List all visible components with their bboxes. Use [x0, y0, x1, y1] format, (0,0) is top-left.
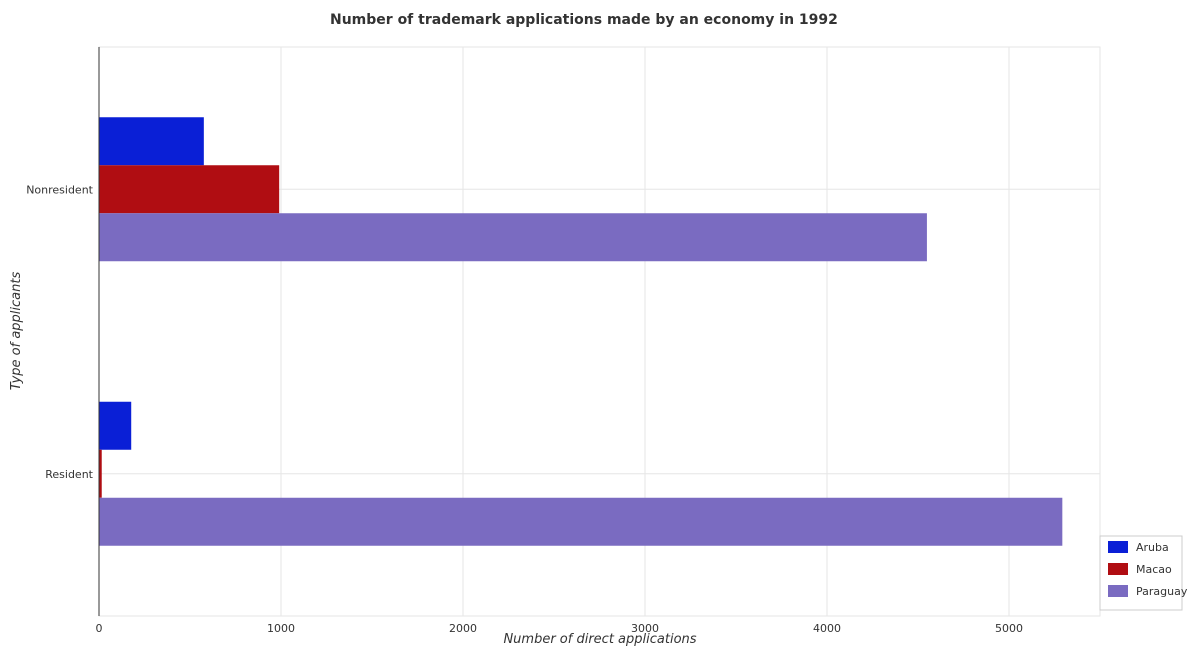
y-tick-label: Nonresident — [26, 183, 93, 196]
bar-macao-resident — [99, 449, 102, 498]
x-tick-label: 4000 — [813, 622, 841, 635]
bar-aruba-nonresident — [99, 117, 204, 166]
bar-paraguay-nonresident — [99, 213, 927, 262]
y-axis-label: Type of applicants — [9, 272, 24, 391]
bar-aruba-resident — [99, 401, 132, 450]
bar-paraguay-resident — [99, 497, 1063, 546]
x-tick-label: 1000 — [267, 622, 295, 635]
legend-swatch — [1108, 585, 1128, 597]
chart-title: Number of trademark applications made by… — [330, 12, 838, 28]
y-tick-labels: Nonresident Resident — [26, 183, 93, 481]
legend: Aruba Macao Paraguay — [1099, 535, 1188, 611]
bars — [99, 117, 1063, 546]
y-tick-label: Resident — [45, 468, 93, 481]
x-tick-label: 2000 — [449, 622, 477, 635]
legend-swatch — [1108, 541, 1128, 553]
x-tick-label: 0 — [96, 622, 103, 635]
x-axis-label: Number of direct applications — [503, 632, 696, 647]
x-tick-label: 5000 — [995, 622, 1023, 635]
legend-label: Aruba — [1136, 541, 1169, 554]
bar-macao-nonresident — [99, 165, 280, 214]
legend-swatch — [1108, 563, 1128, 575]
x-tick-labels: 0 1000 2000 3000 4000 5000 — [96, 622, 1024, 635]
legend-label: Paraguay — [1136, 585, 1188, 598]
x-tick-label: 3000 — [631, 622, 659, 635]
legend-label: Macao — [1136, 563, 1172, 576]
